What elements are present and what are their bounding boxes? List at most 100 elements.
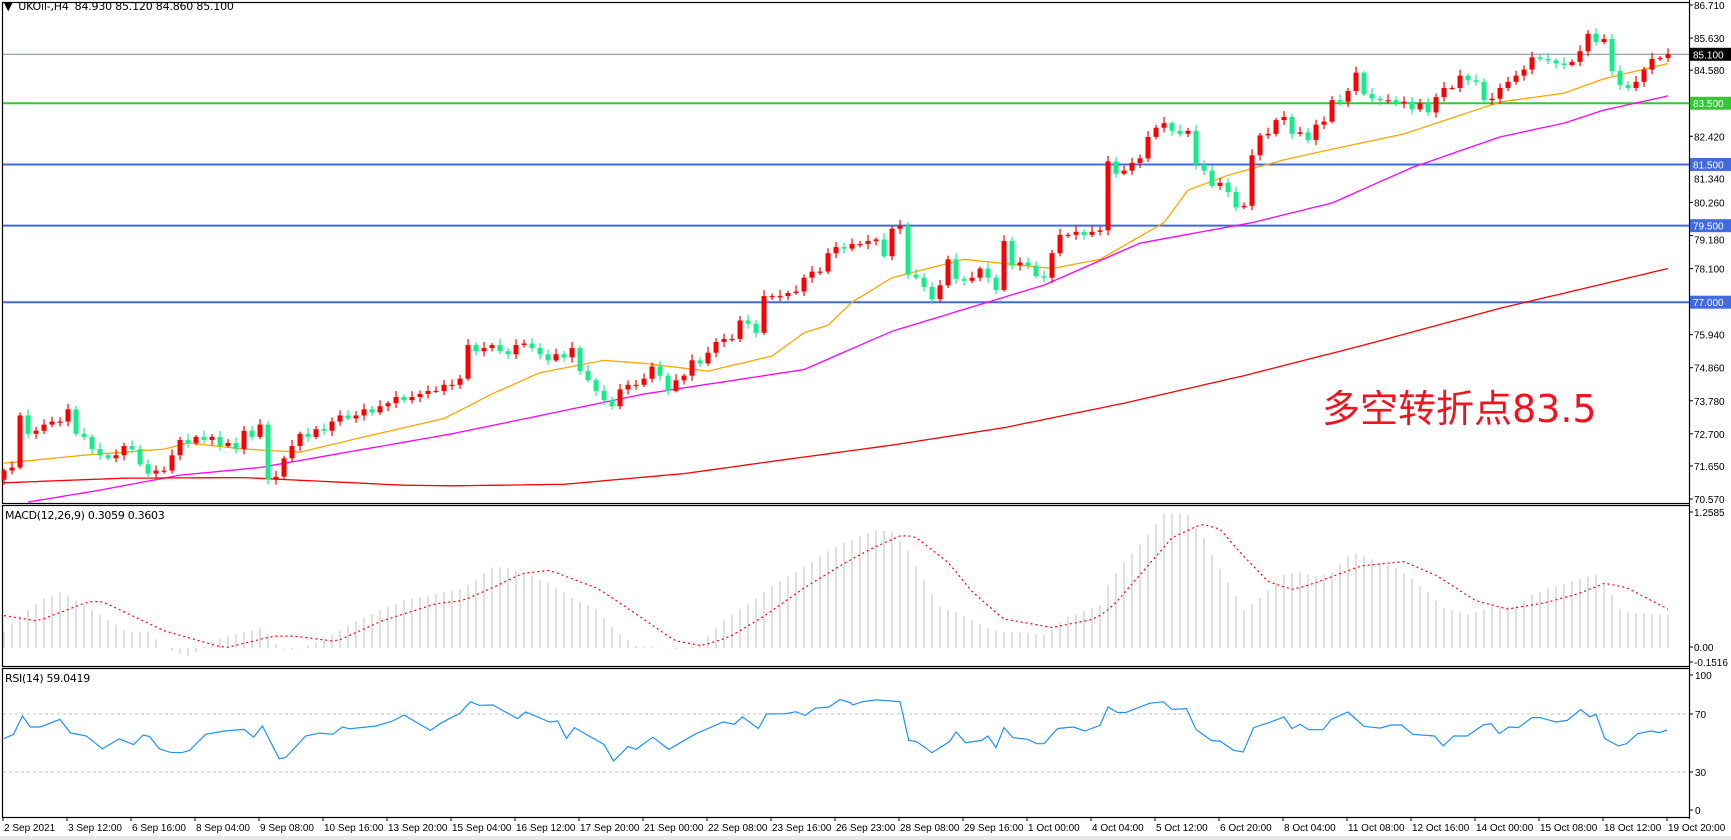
candle bbox=[553, 348, 559, 363]
candle bbox=[145, 459, 151, 479]
candle-body bbox=[353, 415, 359, 419]
candle bbox=[1321, 116, 1327, 130]
level-label: 85.100 bbox=[1693, 50, 1724, 61]
candle-body bbox=[361, 409, 367, 416]
time-tick-label: 5 Oct 12:00 bbox=[1156, 823, 1208, 834]
candle bbox=[657, 360, 663, 381]
candle bbox=[921, 273, 927, 292]
candle bbox=[25, 409, 31, 439]
candle bbox=[689, 354, 695, 381]
candle-body bbox=[497, 345, 503, 352]
candle-body bbox=[1417, 103, 1423, 110]
price-tick-label: 84.580 bbox=[1694, 66, 1725, 77]
candle-body bbox=[737, 320, 743, 339]
candle bbox=[1201, 160, 1207, 176]
candle bbox=[233, 437, 239, 454]
candle bbox=[433, 386, 439, 393]
candle-body bbox=[1489, 98, 1495, 101]
candle-body bbox=[641, 378, 647, 385]
level-label-bg bbox=[1690, 295, 1731, 309]
candle-body bbox=[1033, 265, 1039, 277]
candle bbox=[385, 401, 391, 412]
candle bbox=[537, 343, 543, 360]
candle-body bbox=[1233, 192, 1239, 208]
candle-body bbox=[1017, 262, 1023, 266]
candle bbox=[737, 316, 743, 343]
candle bbox=[545, 349, 551, 365]
candle-body bbox=[1657, 57, 1663, 60]
candle-body bbox=[1665, 54, 1671, 58]
candle-body bbox=[1473, 80, 1479, 82]
candle bbox=[1257, 132, 1263, 161]
candle-body bbox=[897, 225, 903, 229]
candle bbox=[1537, 54, 1543, 62]
candle bbox=[369, 406, 375, 416]
candle-body bbox=[609, 400, 615, 407]
candle-body bbox=[633, 384, 639, 387]
candle-body bbox=[577, 348, 583, 372]
candle-body bbox=[929, 286, 935, 300]
candle bbox=[561, 350, 567, 362]
candle bbox=[1057, 228, 1063, 257]
candle bbox=[993, 274, 999, 295]
candle bbox=[201, 430, 207, 444]
price-tick-label: 81.340 bbox=[1694, 174, 1725, 185]
candle-body bbox=[849, 244, 855, 249]
candle-body bbox=[961, 278, 967, 281]
candle-body bbox=[225, 442, 231, 447]
time-tick-label: 23 Sep 16:00 bbox=[772, 823, 832, 834]
candle bbox=[849, 238, 855, 252]
candle-body bbox=[169, 455, 175, 471]
candle-body bbox=[865, 240, 871, 245]
candle bbox=[249, 426, 255, 441]
candle-body bbox=[1537, 57, 1543, 59]
candle-body bbox=[689, 360, 695, 376]
candle-body bbox=[281, 458, 287, 477]
time-tick-label: 18 Oct 12:00 bbox=[1604, 823, 1662, 834]
candle bbox=[673, 374, 679, 393]
time-tick-label: 19 Oct 20:00 bbox=[1668, 823, 1726, 834]
candle-body bbox=[561, 354, 567, 358]
candle-body bbox=[1225, 182, 1231, 193]
candle bbox=[601, 384, 607, 406]
candle bbox=[881, 233, 887, 259]
price-tick-label: 85.630 bbox=[1694, 34, 1725, 45]
price-tick-label: 73.780 bbox=[1694, 397, 1725, 408]
candle bbox=[1217, 177, 1223, 190]
candle bbox=[209, 434, 215, 446]
candle-body bbox=[1425, 103, 1431, 113]
price-tick-label: 72.700 bbox=[1694, 430, 1725, 441]
time-tick-label: 8 Oct 04:00 bbox=[1284, 823, 1336, 834]
candle bbox=[1081, 229, 1087, 240]
candle-body bbox=[825, 253, 831, 272]
candle-body bbox=[1273, 120, 1279, 134]
candle bbox=[753, 320, 759, 338]
candle-body bbox=[1561, 63, 1567, 65]
candle bbox=[305, 427, 311, 442]
triangle-down-icon[interactable]: ▼ bbox=[4, 0, 13, 13]
candle-body bbox=[993, 277, 999, 290]
candle bbox=[801, 274, 807, 296]
symbol-timeframe: UKOil-,H4 bbox=[18, 0, 69, 13]
candle-body bbox=[1401, 101, 1407, 104]
candle-body bbox=[145, 464, 151, 474]
candle bbox=[513, 339, 519, 360]
time-tick-label: 15 Sep 04:00 bbox=[452, 823, 512, 834]
candle bbox=[217, 431, 223, 451]
candle bbox=[809, 265, 815, 283]
candle bbox=[401, 394, 407, 403]
candle bbox=[1121, 165, 1127, 176]
candle-body bbox=[489, 345, 495, 349]
candle bbox=[1545, 52, 1551, 65]
candle-body bbox=[593, 380, 599, 391]
candle bbox=[1641, 66, 1647, 87]
candle-body bbox=[1313, 124, 1319, 140]
price-tick-label: 70.570 bbox=[1694, 495, 1725, 506]
time-tick-label: 22 Sep 08:00 bbox=[708, 823, 768, 834]
candle-body bbox=[713, 341, 719, 353]
candle bbox=[1481, 78, 1487, 103]
price-tick-label: 78.100 bbox=[1694, 265, 1725, 276]
candle-body bbox=[521, 343, 527, 346]
candle-body bbox=[1641, 69, 1647, 82]
